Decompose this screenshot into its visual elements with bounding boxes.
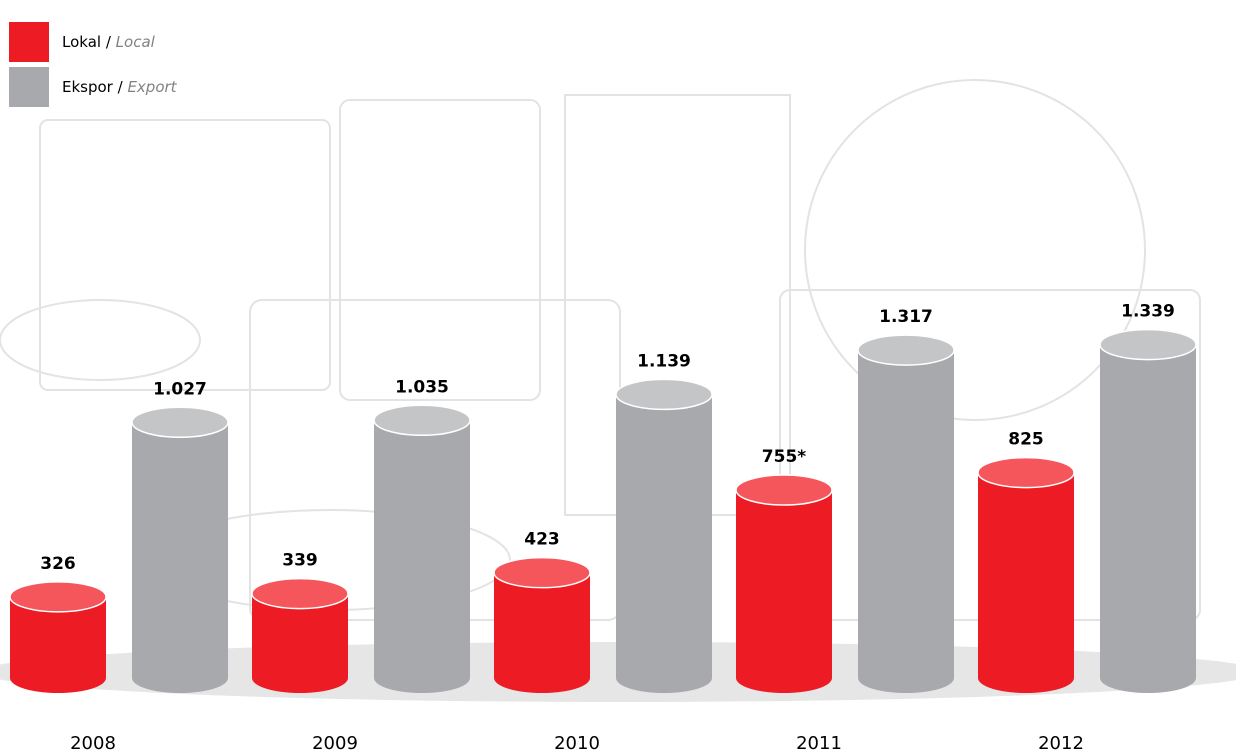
x-tick-label: 2010: [554, 733, 600, 754]
bar-body: [132, 422, 228, 693]
legend-label: Ekspor / Export: [62, 78, 178, 96]
x-tick-label: 2011: [796, 733, 842, 754]
value-label: 755*: [762, 447, 806, 467]
bar-top: [493, 556, 591, 589]
bar-top: [1099, 328, 1197, 361]
legend: Lokal / Local Ekspor / Export: [9, 22, 178, 107]
bar: [977, 456, 1075, 693]
bar-body: [616, 394, 712, 693]
bar: [1099, 328, 1197, 693]
bar-body: [374, 420, 470, 693]
bar: [131, 406, 229, 693]
bar: [735, 474, 833, 693]
bar-top: [615, 378, 713, 411]
bar-top: [251, 577, 349, 610]
bar: [493, 556, 591, 693]
bar: [857, 334, 955, 693]
bar-body: [494, 572, 590, 693]
bars: 2008 326 1.027 2009 339 1.035 2010 423 1.139 2011…: [9, 302, 1197, 754]
legend-label: Lokal / Local: [62, 33, 156, 51]
bar-top: [131, 406, 229, 439]
legend-swatch: [9, 22, 49, 62]
bar-body: [1100, 344, 1196, 693]
bar-top: [857, 334, 955, 366]
bar: [251, 577, 349, 693]
bar-body: [858, 350, 954, 693]
bar-body: [736, 490, 832, 693]
bar-body: [978, 472, 1074, 693]
value-label: 1.027: [153, 379, 207, 399]
value-label: 339: [282, 551, 318, 571]
legend-swatch: [9, 67, 49, 107]
value-label: 825: [1008, 430, 1044, 450]
value-label: 326: [40, 554, 76, 574]
x-tick-label: 2009: [312, 733, 358, 754]
bar-top: [735, 474, 833, 506]
bar-body: [252, 593, 348, 693]
bar-top: [9, 581, 107, 613]
x-tick-label: 2008: [70, 733, 116, 754]
value-label: 1.139: [637, 351, 691, 371]
bar: [615, 378, 713, 693]
x-tick-label: 2012: [1038, 733, 1084, 754]
bar-body: [10, 596, 106, 693]
bar-top: [373, 404, 471, 437]
value-label: 423: [524, 530, 560, 550]
value-label: 1.317: [879, 307, 933, 327]
value-label: 1.035: [395, 377, 449, 397]
value-label: 1.339: [1121, 302, 1175, 322]
bar: [9, 581, 107, 693]
bar-top: [977, 456, 1075, 489]
bar: [373, 404, 471, 693]
